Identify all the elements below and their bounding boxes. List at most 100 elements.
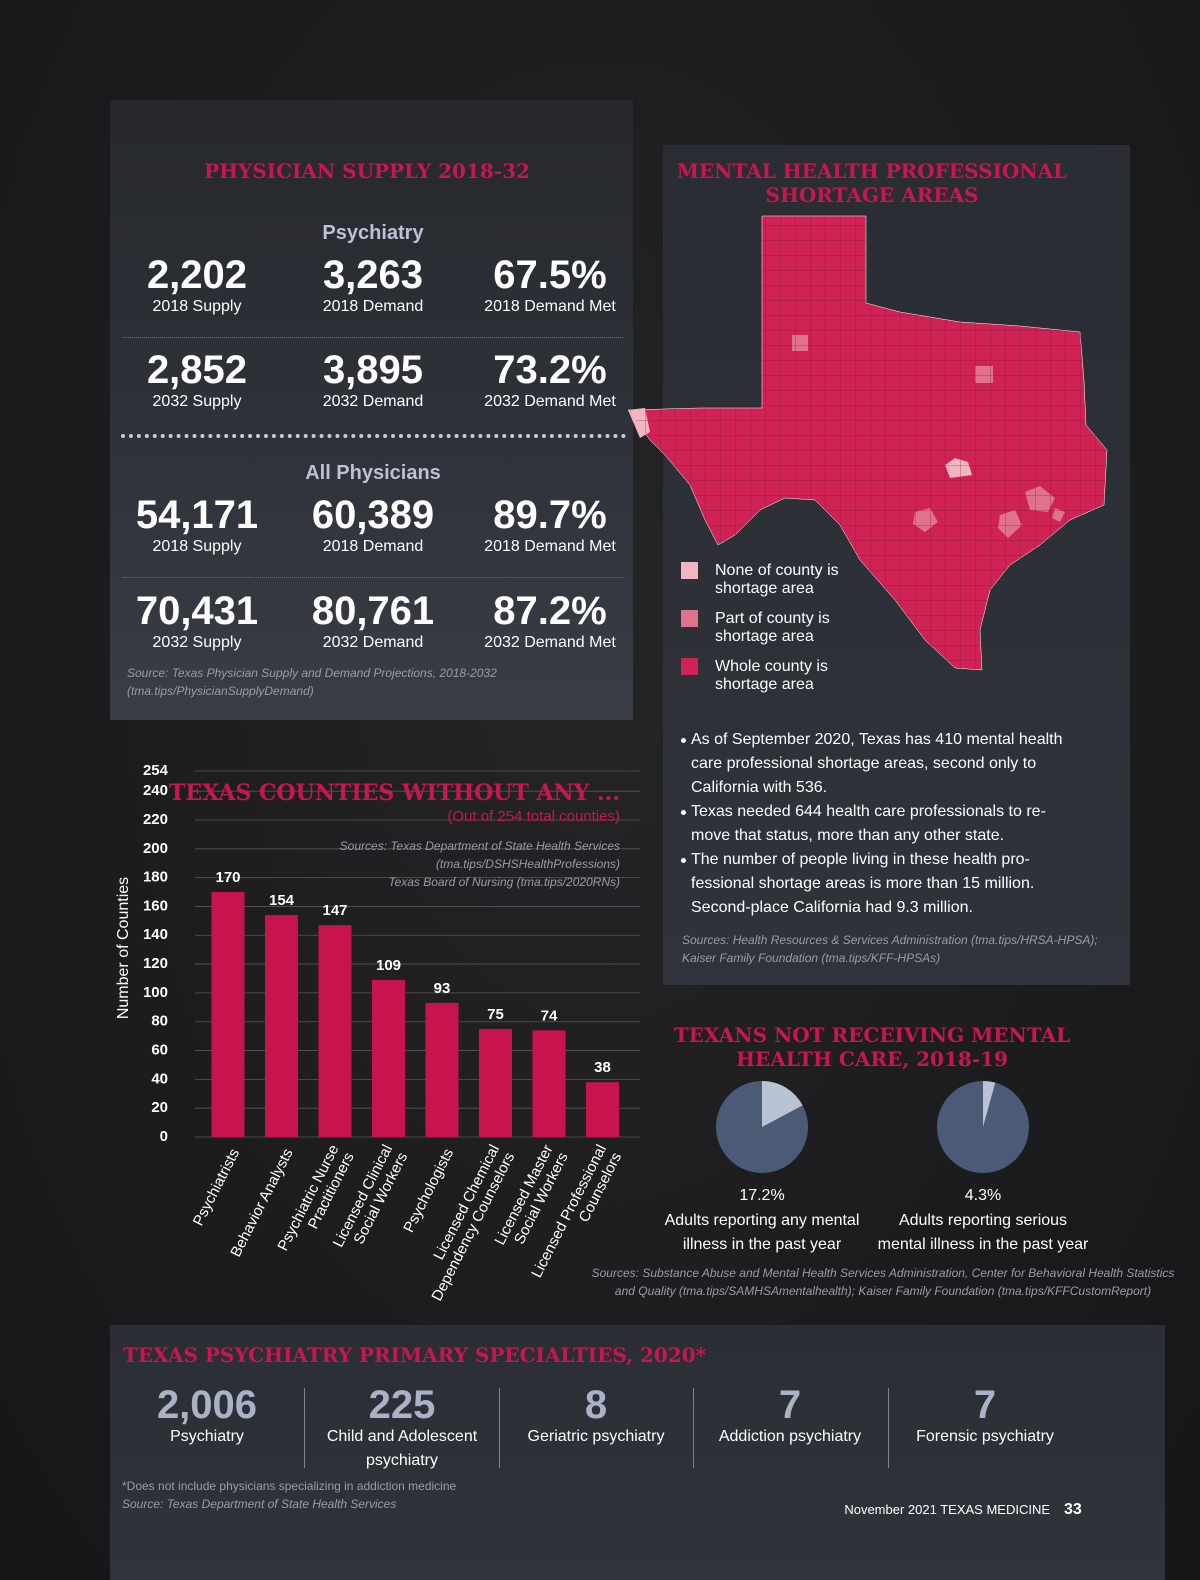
bullet	[681, 738, 686, 743]
bullet-text: fessional shortage areas is more than 15…	[691, 875, 1035, 893]
y-tick-label: 160	[143, 897, 168, 914]
y-tick-label: 220	[143, 811, 168, 828]
stat-label: 2018 Supply	[152, 538, 242, 556]
stat-label: 2032 Demand Met	[484, 393, 616, 411]
stat-value: 2,852	[146, 348, 248, 392]
chart-title: HEALTH CARE, 2018-19	[736, 1047, 1008, 1071]
chart-title: TEXAS COUNTIES WITHOUT ANY ...	[168, 779, 620, 806]
stat-label: 2018 Supply	[152, 298, 242, 316]
footer-issue: November 2021 TEXAS MEDICINE	[844, 1502, 1050, 1518]
bar	[265, 915, 298, 1137]
value-label: 154	[269, 892, 295, 909]
section-divider	[121, 434, 626, 438]
source-note: Sources: Health Resources & Services Adm…	[682, 932, 1098, 947]
stat-label: Forensic psychiatry	[916, 1428, 1054, 1446]
source-note: Source: Texas Physician Supply and Deman…	[127, 665, 497, 680]
source-note: (tma.tips/DSHSHealthProfessions)	[435, 856, 620, 871]
legend-label: Part of county is	[715, 610, 830, 628]
source-note: Texas Board of Nursing (tma.tips/2020RNs…	[388, 874, 620, 889]
bullet-text: As of September 2020, Texas has 410 ment…	[691, 731, 1063, 749]
legend-swatch	[681, 610, 698, 627]
source-note: and Quality (tma.tips/SAMHSAmentalhealth…	[614, 1283, 1152, 1298]
bar	[425, 1002, 459, 1137]
stat-value: 60,389	[311, 493, 435, 537]
specialties-panel	[110, 1325, 1165, 1580]
stat-value: 7	[973, 1383, 997, 1427]
bullet-text: Texas needed 644 health care professiona…	[691, 803, 1046, 821]
bullet-text: care professional shortage areas, second…	[691, 755, 1037, 773]
stat-label: 2018 Demand Met	[484, 538, 616, 556]
bar	[372, 979, 405, 1137]
bullet-text: move that status, more than any other st…	[691, 827, 1005, 845]
stat-value: 80,761	[311, 589, 435, 633]
y-tick-label: 0	[160, 1128, 168, 1145]
bar	[532, 1030, 566, 1137]
column-divider	[693, 1388, 694, 1468]
column-divider	[888, 1388, 889, 1468]
y-tick-label: 140	[143, 926, 168, 943]
y-tick-label: 240	[143, 782, 168, 799]
pie-caption: illness in the past year	[682, 1236, 842, 1254]
group-heading: All Physicians	[305, 462, 441, 484]
stat-label: 2032 Supply	[152, 634, 242, 652]
y-tick-label: 180	[143, 869, 168, 886]
stat-value: 2,202	[146, 253, 248, 297]
y-tick-label: 80	[151, 1013, 168, 1030]
source-note: Source: Texas Department of State Health…	[122, 1496, 397, 1511]
y-tick-label: 20	[151, 1099, 168, 1116]
legend-label: shortage area	[715, 580, 814, 598]
stat-label: 2018 Demand	[322, 298, 424, 316]
value-label: 147	[322, 902, 347, 919]
legend-swatch	[681, 658, 698, 675]
stat-label: 2018 Demand Met	[484, 298, 616, 316]
bar	[479, 1028, 512, 1137]
value-label: 109	[376, 957, 401, 974]
bullet-text: The number of people living in these hea…	[691, 851, 1030, 869]
pie-slice	[762, 1081, 803, 1127]
y-tick-label: 100	[143, 984, 168, 1001]
stat-value: 7	[778, 1383, 802, 1427]
value-label: 170	[215, 869, 240, 886]
stat-value: 54,171	[135, 493, 259, 537]
y-axis-label: Number of Counties	[115, 877, 132, 1019]
value-label: 17.2%	[739, 1187, 785, 1205]
y-tick-label: 120	[143, 955, 168, 972]
stat-value: 87.2%	[493, 589, 607, 633]
bar	[211, 892, 245, 1137]
source-note: (tma.tips/PhysicianSupplyDemand)	[127, 683, 314, 698]
stat-label: 2032 Supply	[152, 393, 242, 411]
separator	[123, 577, 623, 578]
stat-value: 70,431	[135, 589, 259, 633]
pie-slice	[983, 1081, 996, 1127]
y-tick-label: 200	[143, 840, 168, 857]
value-label: 75	[487, 1006, 504, 1023]
bar	[586, 1082, 619, 1137]
column-divider	[304, 1388, 305, 1468]
legend-label: Whole county is	[715, 658, 828, 676]
stat-value: 8	[584, 1383, 608, 1427]
stat-label: Child and Adolescent	[326, 1428, 478, 1446]
x-tick-label-line: Psychiatrists	[190, 1146, 243, 1229]
bullet-text: California with 536.	[691, 779, 828, 797]
pie-caption: mental illness in the past year	[877, 1236, 1089, 1254]
stat-label: 2032 Demand	[322, 634, 424, 652]
stat-label: 2032 Demand Met	[484, 634, 616, 652]
bullet	[681, 810, 686, 815]
source-note: Sources: Substance Abuse and Mental Heal…	[591, 1265, 1175, 1280]
stat-value: 3,895	[322, 348, 424, 392]
page-number: 33	[1064, 1501, 1082, 1519]
stat-value: 73.2%	[493, 348, 607, 392]
y-tick-label: 60	[151, 1042, 168, 1059]
value-label: 4.3%	[964, 1187, 1002, 1205]
source-note: *Does not include physicians specializin…	[122, 1478, 457, 1493]
stat-value: 67.5%	[493, 253, 607, 297]
source-note: Kaiser Family Foundation (tma.tips/KFF-H…	[682, 950, 941, 965]
stat-label: psychiatry	[365, 1452, 439, 1470]
source-note: Sources: Texas Department of State Healt…	[339, 838, 620, 853]
chart-subtitle: (Out of 254 total counties)	[447, 808, 620, 825]
stat-label: Psychiatry	[170, 1428, 244, 1446]
map-title: SHORTAGE AREAS	[765, 183, 979, 207]
pie-caption: Adults reporting any mental	[664, 1212, 860, 1230]
column-divider	[499, 1388, 500, 1468]
stat-value: 2,006	[156, 1383, 258, 1427]
